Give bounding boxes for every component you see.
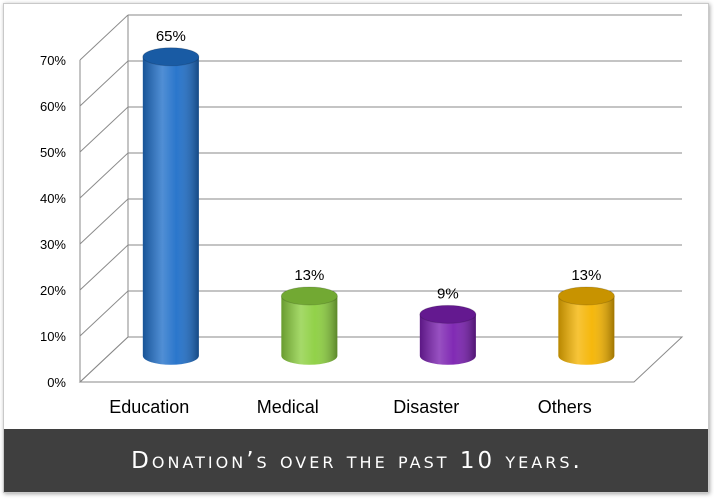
bar-shading (142, 56, 199, 365)
x-category-label: Others (538, 397, 592, 417)
data-label: 13% (571, 267, 601, 284)
bar-others (557, 286, 615, 365)
data-label: 13% (294, 267, 324, 284)
bar-top (419, 304, 477, 324)
gridline-depth (79, 152, 129, 199)
chart-frame: 0% 10% 20% 30% 40% 50% 60% 70% 65% Education 13% Me… (3, 3, 709, 493)
y-tick-label: 10% (40, 329, 66, 344)
gridline-depth (79, 60, 129, 107)
y-tick-label: 30% (40, 237, 66, 252)
gridline-depth (79, 290, 129, 337)
data-label: 65% (156, 28, 186, 45)
chart-floor (78, 336, 684, 383)
bar-top-shade (558, 286, 615, 305)
x-category-label: Education (109, 397, 189, 417)
bar-chart: 0% 10% 20% 30% 40% 50% 60% 70% 65% Education 13% Me… (40, 14, 684, 417)
bar-top (142, 47, 200, 67)
gridline-depth (79, 244, 129, 291)
y-tick-label: 0% (47, 375, 66, 390)
bar-top (557, 286, 615, 306)
bar-disaster (419, 304, 477, 365)
bar-shading (558, 295, 615, 365)
bar-medical (280, 286, 338, 365)
x-category-label: Medical (257, 397, 319, 417)
gridline-depth (79, 106, 129, 153)
bar-shading (281, 295, 338, 365)
y-tick-label: 20% (40, 283, 66, 298)
y-tick-label: 50% (40, 145, 66, 160)
chart-title-banner: Donation’s over the past 10 years. (4, 429, 708, 492)
bar-top-shade (142, 47, 199, 66)
bar-top-shade (419, 305, 476, 324)
data-label: 9% (437, 285, 459, 302)
bar-shading (419, 314, 476, 365)
x-category-label: Disaster (393, 397, 459, 417)
gridline-depth (79, 14, 129, 61)
bar-top-shade (281, 286, 338, 305)
gridline-depth (79, 198, 129, 245)
y-tick-label: 60% (40, 99, 66, 114)
bar-education (142, 47, 200, 365)
y-tick-label: 40% (40, 191, 66, 206)
y-tick-label: 70% (40, 53, 66, 68)
bar-top (280, 286, 338, 306)
